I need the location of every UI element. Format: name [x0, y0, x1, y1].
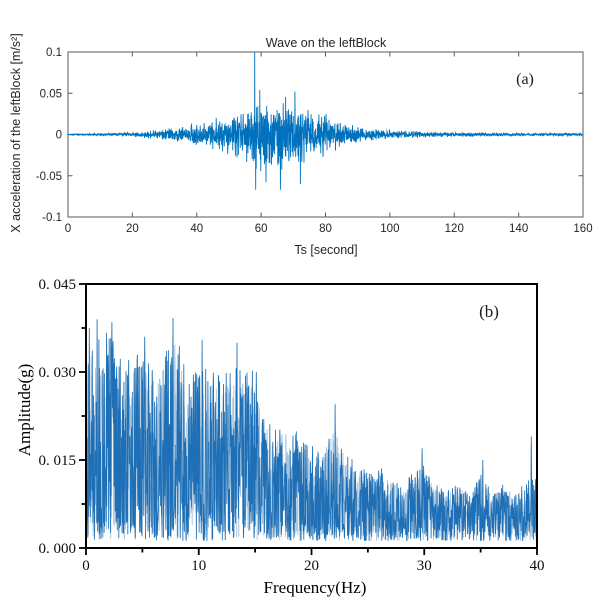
chart-b-xtick-label: 40 — [530, 558, 545, 574]
chart-a-ytick-label: 0.05 — [40, 88, 62, 100]
chart-b-xtick-label: 10 — [191, 558, 206, 574]
chart-b-spectrum-dark — [85, 317, 538, 542]
chart-b-ytick-label: 0. 045 — [39, 277, 77, 293]
chart-a-ylabel: X acceleration of the leftBlock [m/s²] — [9, 33, 23, 233]
chart-b-ytick-label: 0. 015 — [39, 453, 77, 469]
chart-a-xtick-label: 100 — [380, 223, 399, 235]
chart-a-ytick-label: -0.05 — [36, 171, 62, 183]
chart-b-xtick-label: 20 — [304, 558, 319, 574]
chart-a-title: Wave on the leftBlock — [265, 36, 387, 50]
chart-a-xtick-label: 20 — [126, 223, 139, 235]
chart-a-xtick-label: 80 — [319, 223, 332, 235]
chart-b-xtick-label: 0 — [82, 558, 90, 574]
chart-a-waveform — [67, 51, 584, 190]
chart-a: 0 20 40 60 80 100 120 140 160 -0.1 -0.05 0 0.05 0.1 — [36, 47, 593, 235]
chart-b-xtick-label: 30 — [417, 558, 432, 574]
chart-a-ytick-label: 0.1 — [46, 47, 62, 59]
chart-b: 0 10 20 30 40 0. 000 0. 015 0. 030 0. 045 — [39, 277, 545, 574]
chart-b-box — [85, 283, 538, 549]
chart-b-annotation: (b) — [479, 302, 499, 321]
chart-a-xtick-label: 160 — [573, 223, 592, 235]
chart-a-xtick-label: 0 — [65, 223, 71, 235]
chart-b-ytick-label: 0. 030 — [39, 365, 77, 381]
chart-a-tick-labels: 0 20 40 60 80 100 120 140 160 -0.1 -0.05 0 0.05 0.1 — [36, 47, 593, 235]
chart-a-annotation: (a) — [516, 71, 534, 88]
chart-b-ticks — [79, 283, 538, 555]
chart-a-xlabel: Ts [second] — [294, 243, 358, 257]
chart-a-ytick-label: 0 — [56, 130, 62, 142]
chart-b-ytick-label: 0. 000 — [39, 541, 77, 557]
chart-a-xtick-label: 40 — [190, 223, 203, 235]
chart-a-xtick-label: 140 — [509, 223, 528, 235]
chart-a-xtick-label: 120 — [445, 223, 464, 235]
chart-b-tick-labels: 0 10 20 30 40 0. 000 0. 015 0. 030 0. 045 — [39, 277, 545, 574]
chart-a-ytick-label: -0.1 — [42, 212, 62, 224]
chart-b-xlabel: Frequency(Hz) — [263, 578, 367, 597]
chart-a-xtick-label: 60 — [255, 223, 268, 235]
chart-b-ylabel: Amplitude(g) — [15, 363, 34, 457]
